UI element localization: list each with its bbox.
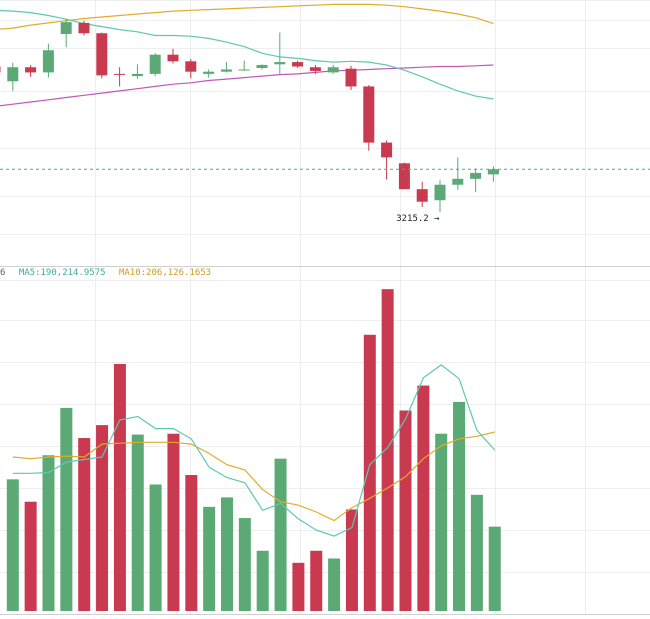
candle-body-3 [42, 50, 54, 73]
volume-bar-1 [24, 501, 37, 611]
volume-bar-13 [238, 518, 251, 611]
candle-body-17 [292, 62, 304, 67]
candle-body-21 [363, 86, 375, 143]
volume-bar-3 [60, 407, 73, 611]
volume-bar-25 [453, 401, 466, 611]
candle-body-28 [487, 169, 499, 175]
volume-bar-21 [381, 289, 394, 611]
candles [0, 19, 499, 213]
legend-ma10: MA10:206,126.1653 [118, 268, 212, 278]
candle-body-25 [434, 184, 446, 201]
volume-bar-22 [399, 410, 412, 611]
ma-mid-line [0, 3, 494, 30]
volume-bar-19 [345, 509, 358, 611]
candle-body-12 [203, 71, 215, 74]
ma-short-line [0, 9, 494, 100]
candle-body-27 [470, 172, 482, 179]
ma-long-series [0, 64, 494, 107]
volume-bar-9 [167, 433, 180, 611]
candle-body-2 [25, 67, 37, 73]
volume-bars [6, 289, 501, 611]
volume-bar-11 [203, 506, 216, 611]
ma-long-line [0, 64, 494, 107]
candle-body-14 [238, 69, 250, 71]
candle-body-15 [256, 65, 268, 68]
volume-bar-10 [185, 475, 198, 611]
volume-bar-7 [131, 434, 144, 611]
candle-body-4 [60, 22, 72, 34]
volume-bar-14 [256, 550, 269, 611]
volume-bar-26 [470, 494, 483, 611]
candle-body-22 [381, 142, 393, 158]
volume-bar-23 [417, 385, 430, 611]
volume-bar-24 [435, 433, 448, 611]
candle-body-6 [96, 33, 108, 76]
candle-body-26 [452, 178, 464, 185]
volume-ma5-line [12, 364, 496, 537]
low-price-label: 3215.2 → [396, 214, 440, 224]
volume-bar-12 [221, 497, 233, 611]
volume-bar-17 [310, 550, 323, 611]
legend-ma5: MA5:190,214.9575 [18, 268, 106, 278]
volume-ma10-series [12, 431, 495, 522]
volume-bar-20 [363, 334, 376, 611]
candle-body-10 [167, 54, 179, 62]
volume-bar-5 [96, 425, 109, 611]
volume-panel [6, 289, 501, 611]
volume-bar-2 [42, 455, 55, 611]
ma-mid-series [0, 3, 494, 30]
candle-body-11 [185, 61, 197, 72]
volume-bar-6 [113, 364, 126, 611]
candle-body-16 [274, 62, 286, 65]
ma-short-series [0, 9, 494, 100]
price-panel: 3215.2 → [0, 3, 650, 224]
candle-body-23 [398, 163, 410, 190]
candle-body-24 [416, 189, 428, 202]
candle-body-9 [149, 54, 161, 74]
volume-ma5-series [12, 364, 496, 537]
volume-legend: 6 MA5:190,214.9575 MA10:206,126.1653 [0, 268, 219, 278]
candle-body-5 [78, 22, 90, 34]
volume-bar-27 [488, 526, 501, 611]
candle-body-13 [220, 69, 232, 72]
volume-bar-18 [328, 558, 341, 611]
volume-bar-4 [78, 438, 91, 611]
volume-ma10-line [12, 431, 495, 522]
candle-body-1 [7, 67, 19, 82]
legend-prefix: 6 [0, 268, 6, 278]
volume-bar-8 [149, 484, 162, 611]
candle-body-7 [114, 73, 126, 75]
volume-bar-15 [274, 458, 287, 611]
candle-body-19 [327, 67, 339, 73]
candle-body-20 [345, 68, 357, 87]
volume-bar-16 [292, 562, 305, 611]
candle-body-0 [0, 66, 1, 73]
candle-body-8 [131, 73, 143, 77]
candle-body-18 [309, 67, 321, 71]
volume-bar-0 [6, 479, 19, 611]
